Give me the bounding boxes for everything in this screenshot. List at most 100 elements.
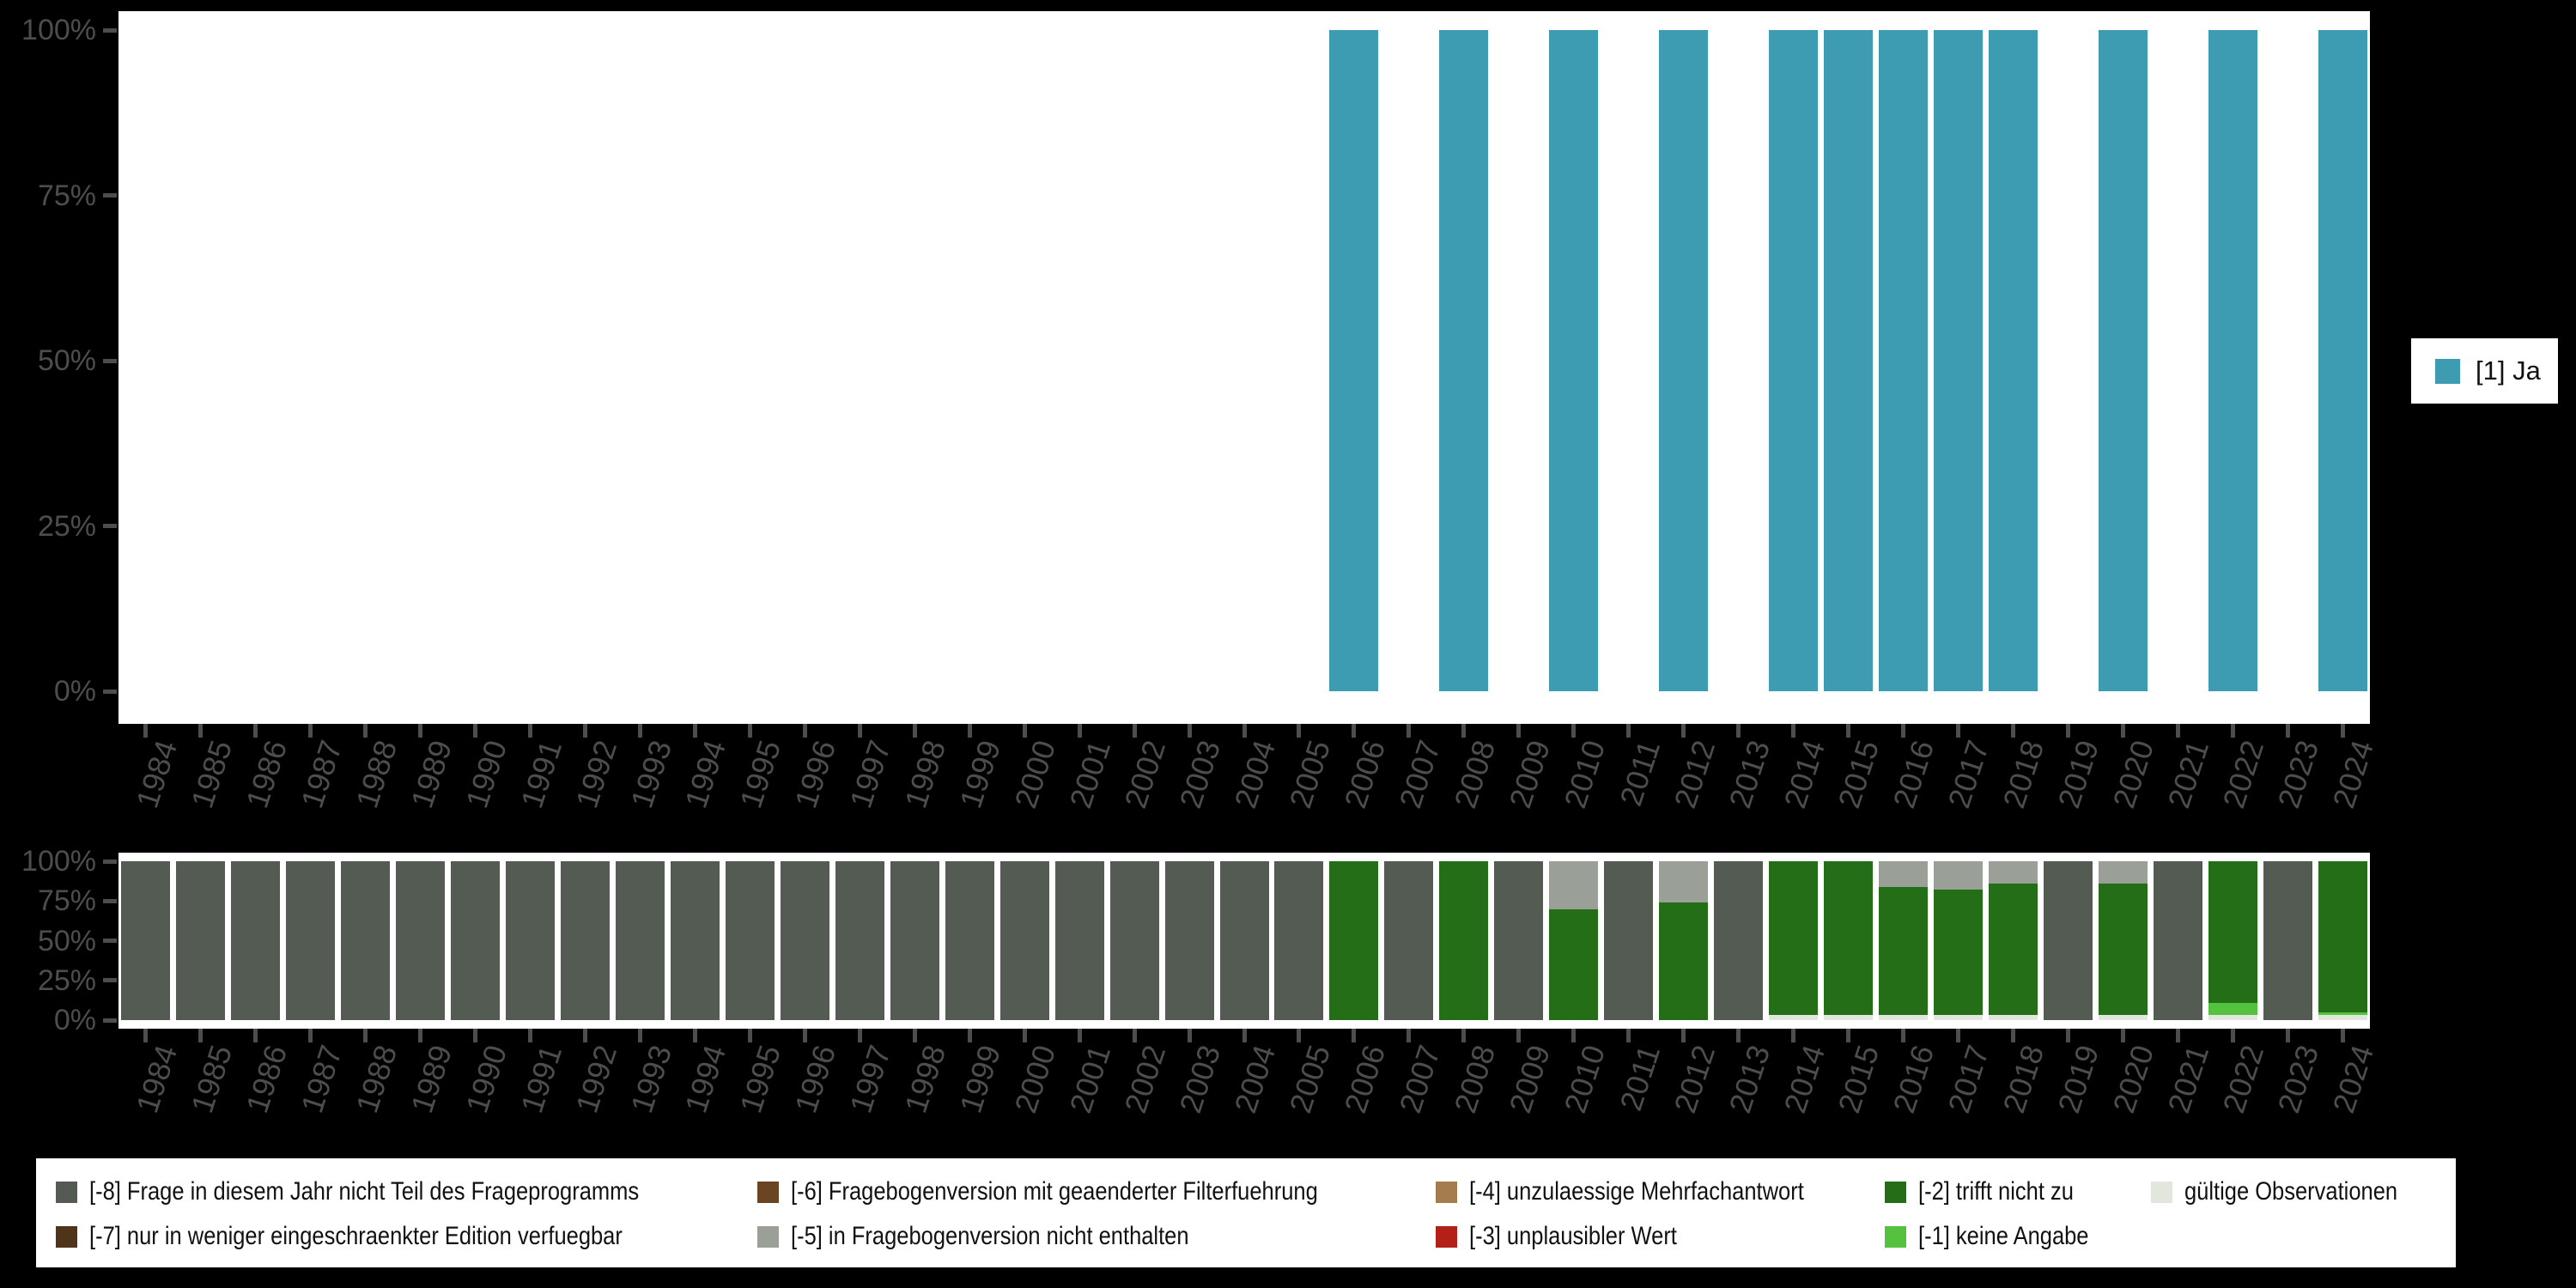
x-axis-label-1989: 1989	[404, 1041, 459, 1117]
x-axis-label-1993: 1993	[623, 736, 678, 812]
x-axis-label-2009: 2009	[1502, 736, 1557, 812]
x-axis-tick	[253, 724, 258, 738]
x-axis-label-2002: 2002	[1117, 736, 1173, 812]
legend-swatch-m1	[1885, 1225, 1906, 1248]
x-axis-tick	[1132, 724, 1137, 738]
x-axis-tick	[473, 724, 478, 738]
x-axis-label-1998: 1998	[897, 736, 953, 812]
x-axis-tick	[2230, 1029, 2235, 1042]
x-axis-tick	[2230, 724, 2235, 738]
y-axis-tick	[103, 27, 117, 33]
x-axis-tick	[2065, 1029, 2070, 1042]
bar-segment-ja-2012	[1659, 30, 1709, 691]
x-axis-tick	[967, 724, 972, 738]
x-axis-label-2016: 2016	[1886, 1041, 1941, 1117]
x-axis-label-1994: 1994	[677, 736, 733, 812]
legend-item-m6: [-6] Fragebogenversion mit geaenderter F…	[757, 1177, 1411, 1206]
y-axis-label: 75%	[37, 179, 96, 212]
bar-segment-m2-2017	[1933, 890, 1983, 1016]
x-axis-tick	[1626, 1029, 1631, 1042]
legend-ja-label: [1] Ja	[2476, 355, 2541, 386]
x-axis-tick	[418, 1029, 423, 1042]
bar-segment-m8-2005	[1274, 861, 1324, 1020]
x-axis-tick	[747, 1029, 752, 1042]
bar-segment-m8-2009	[1494, 861, 1544, 1020]
legend-item-m8: [-8] Frage in diesem Jahr nicht Teil des…	[56, 1177, 736, 1206]
x-axis-label-2013: 2013	[1721, 736, 1777, 812]
x-axis-tick	[583, 1029, 588, 1042]
x-axis-label-2010: 2010	[1557, 1041, 1612, 1117]
x-axis-label-1997: 1997	[842, 1041, 898, 1117]
x-axis-tick	[638, 1029, 643, 1042]
legend-swatch-m4	[1436, 1181, 1457, 1203]
top-chart-plot-area	[118, 11, 2370, 724]
x-axis-tick	[1077, 724, 1082, 738]
x-axis-label-2012: 2012	[1667, 736, 1722, 812]
legend-label-m4: [-4] unzulaessige Mehrfachantwort	[1469, 1177, 1804, 1206]
x-axis-label-2017: 2017	[1941, 1041, 1996, 1117]
x-axis-tick	[1461, 1029, 1467, 1042]
bar-segment-m8-2021	[2153, 861, 2202, 1020]
bar-segment-m8-1992	[561, 861, 611, 1020]
x-axis-tick	[1736, 724, 1741, 738]
x-axis-tick	[638, 724, 643, 738]
bar-segment-m2-2015	[1823, 861, 1873, 1016]
bar-segment-m2-2006	[1329, 861, 1379, 1020]
legend-swatch-m5	[757, 1225, 779, 1248]
x-axis-label-1985: 1985	[184, 1041, 240, 1117]
x-axis-label-2017: 2017	[1941, 736, 1996, 812]
x-axis-tick	[1406, 1029, 1412, 1042]
x-axis-label-2007: 2007	[1392, 1041, 1447, 1117]
bar-segment-ja-2020	[2098, 30, 2148, 691]
x-axis-label-2001: 2001	[1062, 736, 1118, 812]
x-axis-label-1989: 1989	[404, 736, 459, 812]
y-axis-label: 50%	[37, 924, 96, 957]
bar-segment-m2-2016	[1878, 886, 1928, 1016]
x-axis-label-2006: 2006	[1337, 736, 1393, 812]
legend-item-m1: [-1] keine Angabe	[1885, 1222, 2119, 1251]
x-axis-tick	[308, 724, 313, 738]
x-axis-tick	[528, 1029, 533, 1042]
y-axis-tick	[103, 193, 117, 197]
bar-segment-m8-1996	[780, 861, 829, 1020]
legend-swatch-m6	[757, 1181, 779, 1203]
y-axis-tick	[103, 939, 117, 943]
bar-segment-m2-2010	[1549, 908, 1599, 1020]
x-axis-tick	[912, 1029, 917, 1042]
legend-label-m6: [-6] Fragebogenversion mit geaenderter F…	[791, 1177, 1318, 1206]
x-axis-tick	[1955, 724, 1960, 738]
legend-item-m2: [-2] trifft nicht zu	[1885, 1177, 2101, 1206]
x-axis-label-2000: 2000	[1007, 736, 1063, 812]
bar-segment-m8-1998	[890, 861, 939, 1020]
x-axis-label-2010: 2010	[1557, 736, 1612, 812]
bar-segment-m2-2024	[2318, 861, 2367, 1012]
x-axis-tick	[1681, 1029, 1686, 1042]
x-axis-tick	[2285, 1029, 2290, 1042]
x-axis-label-1994: 1994	[677, 1041, 733, 1117]
x-axis-tick	[802, 1029, 807, 1042]
bar-segment-valid-2017	[1933, 1015, 1983, 1020]
x-axis-label-1998: 1998	[897, 1041, 953, 1117]
bar-segment-ja-2014	[1769, 30, 1818, 691]
x-axis-label-1986: 1986	[239, 736, 295, 812]
bar-segment-valid-2020	[2098, 1015, 2148, 1020]
x-axis-tick	[1461, 724, 1467, 738]
x-axis-label-2021: 2021	[2160, 1041, 2216, 1117]
legend-swatch-valid	[2151, 1181, 2172, 1203]
bar-segment-m5-2017	[1933, 861, 1983, 890]
bar-segment-valid-2024	[2318, 1015, 2367, 1020]
x-axis-label-2022: 2022	[2215, 736, 2271, 812]
x-axis-tick	[308, 1029, 313, 1042]
x-axis-tick	[692, 1029, 697, 1042]
y-axis-tick	[103, 1018, 117, 1023]
x-axis-tick	[473, 1029, 478, 1042]
x-axis-tick	[1845, 724, 1850, 738]
x-axis-label-1985: 1985	[184, 736, 240, 812]
bar-segment-m8-2007	[1384, 861, 1434, 1020]
x-axis-tick	[2175, 724, 2180, 738]
y-axis-label: 100%	[21, 845, 96, 878]
legend-ja: [1] Ja	[2411, 338, 2558, 404]
x-axis-label-2009: 2009	[1502, 1041, 1557, 1117]
x-axis-label-1988: 1988	[349, 1041, 404, 1117]
